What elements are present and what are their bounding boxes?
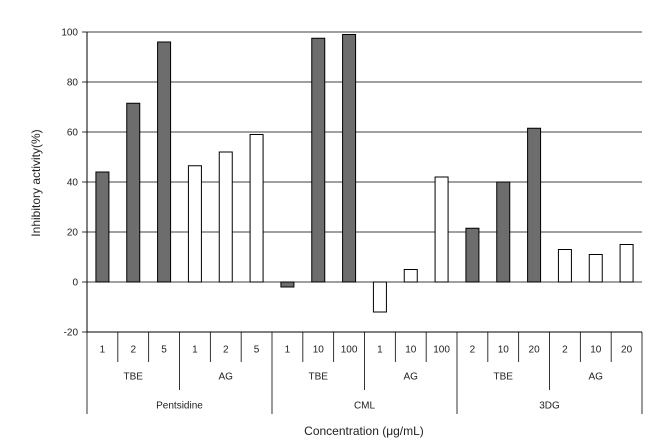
concentration-label: 1	[192, 345, 198, 356]
concentration-label: 1	[285, 345, 291, 356]
bar-pentsidine-tbe-5	[157, 41, 172, 283]
bar-3dg-ag-10	[588, 254, 603, 283]
y-tick-label: -20	[64, 328, 79, 339]
x-axis-label: Concentration (μg/mL)	[304, 424, 424, 438]
concentration-label: 20	[529, 345, 541, 356]
concentration-label: 2	[223, 345, 229, 356]
bars	[95, 34, 634, 313]
bar-pentsidine-tbe-2	[126, 102, 141, 283]
y-axis-label: Inhibitory activity(%)	[29, 129, 43, 236]
compound-label: 3DG	[539, 401, 560, 412]
group-label: TBE	[494, 372, 514, 383]
bar-cml-ag-100	[434, 176, 449, 283]
concentration-label: 5	[161, 345, 167, 356]
bar-cml-ag-1	[372, 281, 387, 313]
grid-lines	[87, 31, 642, 283]
group-label: TBE	[309, 372, 329, 383]
bar-pentsidine-tbe-1	[95, 171, 110, 283]
y-tick-labels: -20 0 20 40 60 80 100	[61, 28, 78, 339]
compound-label: CML	[354, 401, 376, 412]
concentration-label: 100	[433, 345, 450, 356]
bar-3dg-ag-2	[557, 249, 572, 283]
concentration-label: 2	[470, 345, 476, 356]
y-tick-label: 0	[72, 278, 78, 289]
group-label: AG	[219, 372, 234, 383]
bar-cml-tbe-100	[342, 34, 357, 283]
y-tick-label: 20	[67, 228, 79, 239]
bar-cml-tbe-1	[280, 281, 295, 288]
axes	[82, 31, 643, 414]
y-tick-label: 100	[61, 28, 78, 39]
concentration-label: 10	[405, 345, 417, 356]
bar-3dg-tbe-20	[527, 127, 542, 283]
concentration-label: 2	[130, 345, 136, 356]
group-label: AG	[404, 372, 419, 383]
bar-cml-ag-10	[403, 269, 418, 283]
group-label: AG	[589, 372, 604, 383]
y-tick-label: 80	[67, 78, 79, 89]
concentration-label: 10	[498, 345, 510, 356]
group-label: TBE	[124, 372, 144, 383]
concentration-label: 2	[562, 345, 568, 356]
bar-cml-tbe-10	[311, 37, 326, 283]
bar-3dg-tbe-2	[465, 227, 480, 283]
compound-label: Pentsidine	[156, 401, 203, 412]
y-tick-label: 40	[67, 178, 79, 189]
bar-pentsidine-ag-2	[218, 151, 233, 283]
y-tick-label: 60	[67, 128, 79, 139]
concentration-label: 10	[590, 345, 602, 356]
concentration-label: 20	[621, 345, 633, 356]
concentration-label: 1	[100, 345, 106, 356]
bar-pentsidine-ag-1	[187, 165, 202, 283]
bar-pentsidine-ag-5	[249, 134, 264, 283]
bar-3dg-ag-20	[619, 244, 634, 283]
bar-3dg-tbe-10	[496, 181, 511, 283]
concentration-label: 10	[313, 345, 325, 356]
category-labels: 1 2 5 1 2 5 1 10 100 1 10 100 2 10 20 2 10 20 TBE AG TBE AG TB…	[100, 345, 633, 412]
concentration-label: 1	[377, 345, 383, 356]
concentration-label: 100	[341, 345, 358, 356]
concentration-label: 5	[254, 345, 260, 356]
